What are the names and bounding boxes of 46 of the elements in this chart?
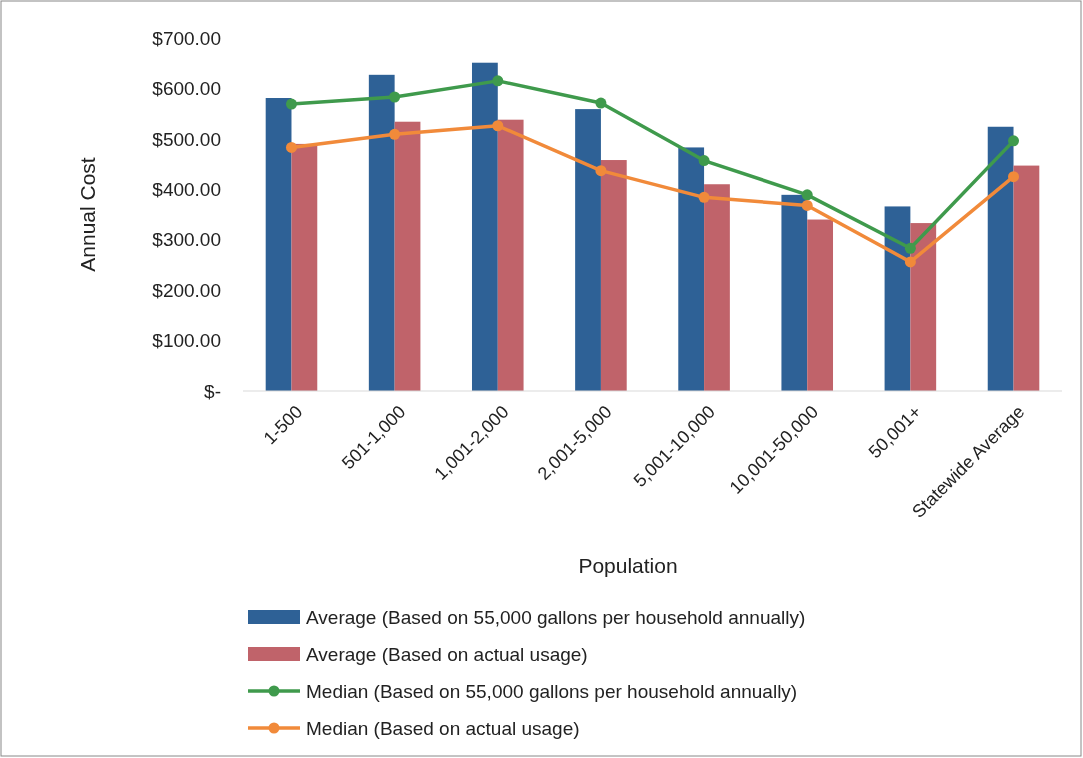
- bar: [807, 219, 834, 391]
- point: [492, 120, 504, 132]
- bar: [497, 119, 524, 391]
- point: [801, 189, 813, 201]
- y-tick-label: $-: [204, 380, 221, 402]
- bar: [600, 160, 627, 391]
- legend-label: Median (Based on 55,000 gallons per household annually): [306, 680, 798, 702]
- point: [285, 141, 297, 153]
- y-tick-label: $100.00: [152, 330, 221, 352]
- point: [698, 191, 710, 203]
- point: [285, 98, 297, 110]
- y-tick-label: $500.00: [152, 128, 221, 150]
- bar: [884, 206, 911, 391]
- bar: [704, 184, 730, 391]
- bar: [471, 62, 498, 391]
- bar: [910, 223, 937, 391]
- point: [492, 75, 504, 87]
- legend-label: Median (Based on actual usage): [306, 717, 580, 739]
- point: [801, 199, 813, 211]
- bar: [394, 121, 421, 391]
- point: [595, 165, 607, 177]
- point: [595, 97, 607, 109]
- y-tick-label: $300.00: [152, 229, 221, 251]
- point: [1008, 171, 1020, 183]
- bar: [368, 74, 395, 391]
- bar: [265, 98, 292, 391]
- bar: [575, 109, 601, 391]
- y-axis-title: Annual Cost: [76, 157, 99, 272]
- y-tick-label: $400.00: [152, 178, 221, 200]
- point: [389, 128, 401, 140]
- bar: [781, 194, 808, 391]
- bar: [1013, 165, 1040, 391]
- point: [1008, 135, 1020, 147]
- bar: [291, 143, 318, 391]
- legend-label: Average (Based on actual usage): [306, 643, 588, 665]
- bar: [987, 126, 1014, 391]
- point: [904, 256, 916, 268]
- x-axis-title: Population: [578, 554, 678, 577]
- point: [904, 242, 916, 254]
- y-tick-label: $700.00: [152, 27, 221, 49]
- point: [389, 91, 401, 103]
- legend-label: Average (Based on 55,000 gallons per household annually): [306, 606, 806, 628]
- point: [698, 155, 710, 167]
- bar: [678, 147, 705, 391]
- y-tick-label: $600.00: [152, 78, 221, 100]
- y-tick-label: $200.00: [152, 279, 221, 301]
